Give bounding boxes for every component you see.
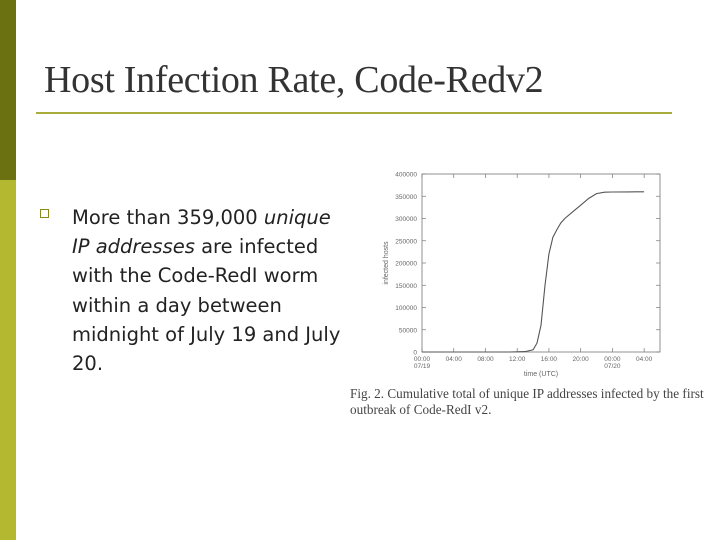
accent-bar-light [0,180,16,540]
x-tick-label: 07/20 [604,363,621,370]
x-tick-label: 00:00 [414,356,431,363]
x-tick-label: 16:00 [541,356,558,363]
bullet-text-part-2: are infected with the Code-RedI worm wit… [72,235,341,376]
bullet-text-italic: unique IP addresses [72,206,331,259]
y-tick-label: 0 [413,350,417,357]
x-tick-label: 07/19 [414,363,431,370]
y-tick-label: 350000 [395,194,417,201]
y-tick-label: 100000 [395,305,417,312]
x-axis-label: time (UTC) [524,371,558,378]
infection-chart: 0 50000 100000 150000 200000 250000 300000 3500… [383,172,661,378]
x-tick-label: 20:00 [573,356,590,363]
y-tick-label: 50000 [399,327,417,334]
x-tick-label: 04:00 [446,356,463,363]
y-tick-label: 200000 [395,261,417,268]
y-tick-label: 250000 [395,238,417,245]
slide-title: Host Infection Rate, Code-Redv2 [44,59,544,101]
y-tick-label: 150000 [395,283,417,290]
figure-caption: Fig. 2. Cumulative total of unique IP ad… [350,386,704,417]
infection-curve [422,191,645,353]
accent-bar-dark [0,0,16,180]
x-tick-label: 12:00 [509,356,526,363]
bullet-text: More than 359,000 unique IP addresses ar… [72,203,347,378]
x-tick-label: 04:00 [636,356,653,363]
infection-chart-figure: 0 50000 100000 150000 200000 250000 300000 3500… [340,162,710,432]
y-tick-label: 400000 [395,172,417,179]
bullet-square-icon [40,209,49,218]
x-tick-label: 00:00 [604,356,621,363]
bullet-text-part-1: More than 359,000 [72,206,264,229]
y-axis-label: infected hosts [383,241,390,285]
title-divider [36,112,672,114]
y-tick-label: 300000 [395,216,417,223]
x-tick-label: 08:00 [477,356,494,363]
